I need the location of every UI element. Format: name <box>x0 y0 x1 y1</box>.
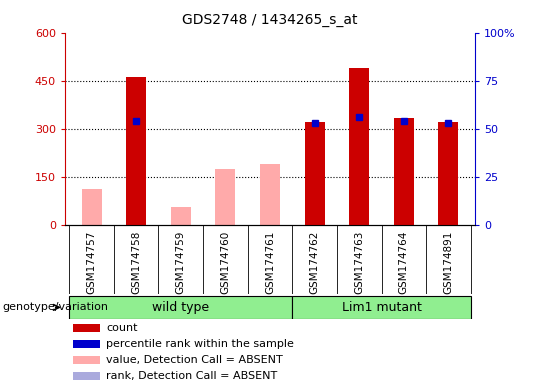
Bar <box>292 296 471 319</box>
Text: count: count <box>106 323 138 333</box>
Text: percentile rank within the sample: percentile rank within the sample <box>106 339 294 349</box>
Text: GSM174763: GSM174763 <box>354 231 364 294</box>
Text: Lim1 mutant: Lim1 mutant <box>342 301 421 314</box>
Text: GSM174762: GSM174762 <box>309 231 320 294</box>
Bar <box>394 118 414 225</box>
Bar <box>349 68 369 225</box>
Text: value, Detection Call = ABSENT: value, Detection Call = ABSENT <box>106 355 283 365</box>
Bar <box>73 340 100 348</box>
Bar <box>73 356 100 364</box>
Bar <box>438 122 458 225</box>
Text: wild type: wild type <box>152 301 210 314</box>
Text: GSM174759: GSM174759 <box>176 231 186 294</box>
Bar <box>215 169 235 225</box>
Text: GSM174764: GSM174764 <box>399 231 409 294</box>
Text: GDS2748 / 1434265_s_at: GDS2748 / 1434265_s_at <box>183 13 357 27</box>
Bar <box>82 189 102 225</box>
Text: rank, Detection Call = ABSENT: rank, Detection Call = ABSENT <box>106 371 278 381</box>
Text: GSM174760: GSM174760 <box>220 231 231 294</box>
Bar <box>69 296 292 319</box>
Bar <box>126 77 146 225</box>
Bar <box>171 207 191 225</box>
Text: GSM174758: GSM174758 <box>131 231 141 294</box>
Bar <box>73 324 100 332</box>
Bar <box>305 122 325 225</box>
Text: GSM174757: GSM174757 <box>86 231 97 294</box>
Text: GSM174761: GSM174761 <box>265 231 275 294</box>
Bar <box>260 164 280 225</box>
Text: genotype/variation: genotype/variation <box>3 302 109 313</box>
Text: GSM174891: GSM174891 <box>443 231 454 294</box>
Bar <box>73 372 100 379</box>
